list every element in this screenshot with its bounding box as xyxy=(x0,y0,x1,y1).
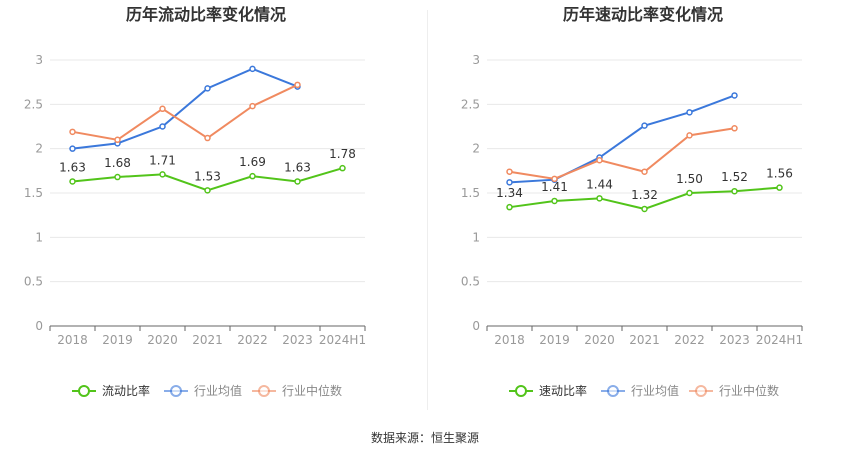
chart2-series-2-point xyxy=(686,109,693,116)
chart2-data-label: 1.56 xyxy=(766,167,793,181)
chart1-series-3-point xyxy=(204,134,211,142)
chart1-legend-swatch-marker[interactable] xyxy=(170,385,182,397)
chart2-series-2-point xyxy=(641,122,648,129)
chart2-y-tick-label: 0.5 xyxy=(461,275,480,289)
chart2-y-tick-label: 1 xyxy=(472,230,480,244)
chart2-x-tick-label: 2019 xyxy=(539,333,570,347)
chart2-series-3-point xyxy=(686,132,693,139)
chart1-series-1-point xyxy=(114,173,121,181)
chart1-x-tick-label: 2021 xyxy=(192,333,223,347)
chart1-y-tick-label: 3 xyxy=(35,53,43,67)
chart2-series-line-2 xyxy=(509,94,735,184)
chart1-series-3-point xyxy=(294,81,301,89)
chart2-data-label: 1.44 xyxy=(586,177,613,191)
panel-divider xyxy=(427,10,428,410)
chart2-x-tick-label: 2023 xyxy=(719,333,750,347)
chart1-legend-swatch-marker[interactable] xyxy=(78,385,90,397)
chart2-y-tick-label: 1.5 xyxy=(461,186,480,200)
chart1-series-line-3 xyxy=(72,83,298,141)
chart1-x-tick-label: 2024H1 xyxy=(319,333,366,347)
chart2-x-tick-label: 2022 xyxy=(674,333,705,347)
chart2-x-tick-label: 2024H1 xyxy=(756,333,803,347)
chart2-series-1-point xyxy=(731,187,738,195)
chart2-series-3-point xyxy=(506,168,513,175)
chart2-series-2-point xyxy=(731,92,738,99)
chart2-data-label: 1.32 xyxy=(631,188,658,202)
chart1-series-1-point xyxy=(159,171,166,178)
chart1-series-1-point xyxy=(204,187,211,194)
chart1-y-tick-label: 2 xyxy=(35,142,43,156)
chart2-legend-swatch-marker[interactable] xyxy=(515,385,527,397)
chart2-y-tick-label: 2.5 xyxy=(461,97,480,111)
chart1-data-label: 1.71 xyxy=(149,153,176,167)
chart1-series-3-point xyxy=(159,105,166,113)
chart1-data-label: 1.69 xyxy=(239,155,266,169)
chart1-y-tick-label: 1.5 xyxy=(24,186,43,200)
chart1-series-2-point xyxy=(249,65,256,73)
chart2-legend-label[interactable]: 速动比率 xyxy=(539,383,587,398)
chart1-legend-swatch-marker[interactable] xyxy=(258,385,270,397)
chart2-series-2-point xyxy=(506,179,513,186)
chart1-series-line-2 xyxy=(72,67,298,150)
chart1-data-label: 1.68 xyxy=(104,156,131,170)
chart2-data-label: 1.52 xyxy=(721,170,748,184)
chart2-series-1-point xyxy=(506,203,513,211)
chart1-legend-label[interactable]: 流动比率 xyxy=(102,383,150,398)
chart1-y-tick-label: 1 xyxy=(35,230,43,244)
chart2-data-label: 1.34 xyxy=(496,186,523,200)
chart1-title: 历年流动比率变化情况 xyxy=(126,5,286,24)
chart1-data-label: 1.63 xyxy=(59,160,86,174)
chart2-x-tick-label: 2020 xyxy=(584,333,615,347)
data-source-note: 数据来源：恒生聚源 xyxy=(370,431,479,445)
chart1-x-tick-label: 2023 xyxy=(282,333,313,347)
chart1-data-label: 1.53 xyxy=(194,169,221,183)
chart1-x-tick-label: 2018 xyxy=(57,333,88,347)
chart1-series-3-point xyxy=(249,102,256,110)
chart2-series-1-point xyxy=(686,189,693,197)
chart2-title: 历年速动比率变化情况 xyxy=(563,5,723,24)
chart2-series-1-point xyxy=(641,205,648,213)
chart1-series-2-point xyxy=(69,145,76,152)
chart1-series-3-point xyxy=(114,136,121,144)
chart1-legend-label[interactable]: 行业均值 xyxy=(194,383,242,398)
chart1-x-tick-label: 2020 xyxy=(147,333,178,347)
chart2-x-tick-label: 2018 xyxy=(494,333,525,347)
chart1-series-1-point xyxy=(294,178,301,185)
chart2-series-1-point xyxy=(551,197,558,205)
chart2-legend-label[interactable]: 行业中位数 xyxy=(719,383,779,398)
chart1-series-3-point xyxy=(69,128,76,136)
chart1-series-1-point xyxy=(249,172,256,180)
chart2-series-3-point xyxy=(596,156,603,164)
chart2-y-tick-label: 0 xyxy=(472,319,480,333)
chart2-legend-swatch-marker[interactable] xyxy=(607,385,619,397)
chart2-series-1-point xyxy=(776,184,783,191)
chart2-y-tick-label: 3 xyxy=(472,53,480,67)
chart1-y-tick-label: 2.5 xyxy=(24,97,43,111)
chart2-legend-label[interactable]: 行业均值 xyxy=(631,383,679,398)
chart1-data-label: 1.78 xyxy=(329,147,356,161)
chart2-legend-swatch-marker[interactable] xyxy=(695,385,707,397)
chart1-series-2-point xyxy=(204,85,211,92)
chart2-series-1-point xyxy=(596,195,603,202)
chart1-x-tick-label: 2022 xyxy=(237,333,268,347)
chart2-series-3-point xyxy=(641,168,648,175)
chart2-series-3-point xyxy=(731,125,738,132)
chart2-y-tick-label: 2 xyxy=(472,142,480,156)
chart2-x-tick-label: 2021 xyxy=(629,333,660,347)
chart1-series-1-point xyxy=(339,164,346,172)
chart2-series-3-point xyxy=(551,175,558,183)
chart1-legend-label[interactable]: 行业中位数 xyxy=(282,383,342,398)
chart1-series-2-point xyxy=(159,123,166,130)
chart1-x-tick-label: 2019 xyxy=(102,333,133,347)
chart2-data-label: 1.50 xyxy=(676,172,703,186)
chart2-series-line-3 xyxy=(509,127,735,180)
chart1-series-1-point xyxy=(69,178,76,185)
chart2-data-label: 1.41 xyxy=(541,180,568,194)
chart1-y-tick-label: 0.5 xyxy=(24,275,43,289)
chart1-data-label: 1.63 xyxy=(284,160,311,174)
chart1-y-tick-label: 0 xyxy=(35,319,43,333)
